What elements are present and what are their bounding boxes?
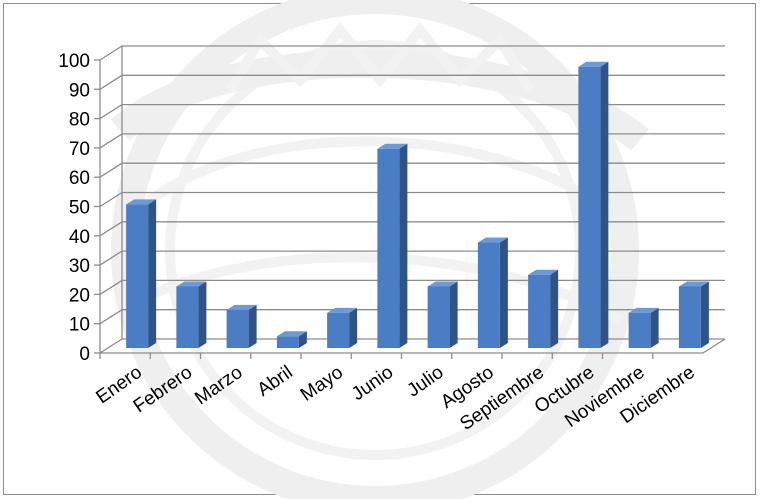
- bar-front: [477, 242, 500, 348]
- y-tick-label: 10: [69, 315, 90, 336]
- bar-front: [427, 286, 450, 348]
- bar-front: [628, 312, 651, 348]
- x-tick-label: Abril: [254, 362, 297, 401]
- bar-front: [176, 286, 199, 348]
- bar-top: [477, 237, 508, 243]
- bar-front: [528, 274, 551, 348]
- x-tick-label: Mayo: [297, 362, 347, 406]
- bar-mayo: [327, 307, 358, 348]
- y-tick-label: 90: [69, 80, 90, 101]
- bar-top: [276, 331, 307, 337]
- bar-front: [226, 309, 249, 348]
- bar-enero: [126, 199, 157, 348]
- bar-front: [678, 286, 701, 348]
- bar-top: [628, 307, 659, 313]
- y-tick-label: 70: [69, 139, 90, 160]
- bar-side: [298, 331, 307, 348]
- bar-side: [650, 307, 659, 348]
- bar-marzo: [226, 304, 257, 348]
- y-tick-label: 0: [79, 344, 90, 365]
- bar-front: [126, 204, 149, 348]
- bar-side: [349, 307, 358, 348]
- bar-front: [276, 336, 299, 348]
- bar-side: [148, 199, 157, 348]
- bar-top: [226, 304, 257, 310]
- axis-layer: [94, 46, 726, 359]
- y-tick-label: 50: [69, 198, 90, 219]
- y-tick-label: 80: [69, 110, 90, 131]
- bar-side: [449, 281, 458, 348]
- y-tick-label: 100: [58, 51, 90, 72]
- bar-noviembre: [628, 307, 659, 348]
- bar-top: [176, 281, 207, 287]
- bar-top: [427, 281, 458, 287]
- bar-top: [578, 61, 609, 67]
- bar-top: [126, 199, 157, 205]
- bar-front: [578, 66, 601, 348]
- y-tick-label: 30: [69, 256, 90, 277]
- y-tick-label: 40: [69, 227, 90, 248]
- y-tick-labels: 0 10 20 30 40 50 60 70 80 90 100: [58, 51, 90, 365]
- bar-top: [528, 269, 559, 275]
- bar-top: [377, 143, 408, 149]
- bar-front: [327, 312, 350, 348]
- bar-diciembre: [678, 281, 709, 348]
- floor-edge: [702, 338, 726, 354]
- bar-octubre: [578, 61, 609, 348]
- bar-side: [600, 61, 609, 348]
- bar-agosto: [477, 237, 508, 348]
- bar-abril: [276, 331, 307, 348]
- bar-top: [327, 307, 358, 313]
- y-tick-label: 20: [69, 285, 90, 306]
- y-tick-label: 60: [69, 168, 90, 189]
- bar-febrero: [176, 281, 207, 348]
- x-tick-label: Junio: [348, 362, 397, 405]
- bar-top: [678, 281, 709, 287]
- bars-layer: [126, 61, 709, 348]
- bar-side: [700, 281, 709, 348]
- bar-side: [550, 269, 559, 348]
- bar-julio: [427, 281, 458, 348]
- bar-septiembre: [528, 269, 559, 348]
- bar-side: [499, 237, 508, 348]
- bar-front: [377, 148, 400, 348]
- bar-side: [198, 281, 207, 348]
- bar-side: [248, 304, 257, 348]
- bar-junio: [377, 143, 408, 348]
- bar-side: [399, 143, 408, 348]
